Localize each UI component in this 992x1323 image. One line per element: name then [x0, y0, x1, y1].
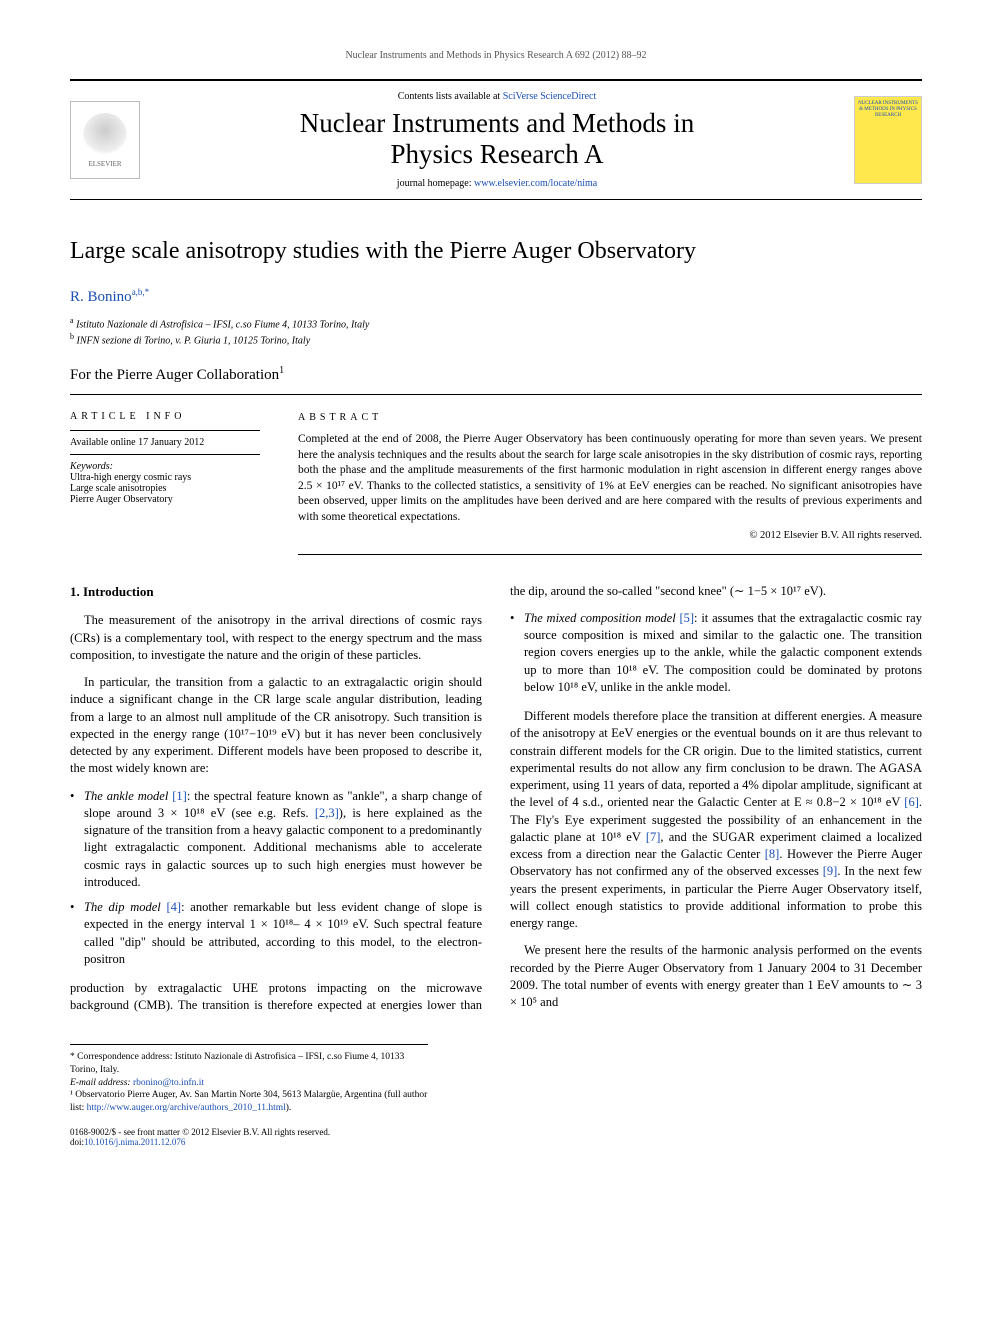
- footnote-1: ¹ Observatorio Pierre Auger, Av. San Mar…: [70, 1089, 428, 1115]
- abstract-text: Completed at the end of 2008, the Pierre…: [298, 432, 922, 525]
- para-text: Different models therefore place the tra…: [510, 709, 922, 809]
- homepage-prefix: journal homepage:: [397, 178, 474, 189]
- list-item: The dip model [4]: another remarkable bu…: [70, 899, 482, 968]
- footer-meta: 0168-9002/$ - see front matter © 2012 El…: [70, 1127, 922, 1147]
- model-name: The ankle model: [84, 789, 172, 803]
- contents-prefix: Contents lists available at: [398, 91, 503, 102]
- running-head: Nuclear Instruments and Methods in Physi…: [70, 50, 922, 61]
- affil-sup: a: [70, 316, 74, 325]
- elsevier-logo: ELSEVIER: [70, 101, 140, 179]
- author-line: R. Boninoa,b,*: [70, 287, 922, 306]
- journal-title: Nuclear Instruments and Methods in Physi…: [158, 108, 836, 170]
- available-online: Available online 17 January 2012: [70, 437, 260, 448]
- info-abstract-row: ARTICLE INFO Available online 17 January…: [70, 411, 922, 555]
- collaboration-text: For the Pierre Auger Collaboration: [70, 367, 279, 383]
- para: The measurement of the anisotropy in the…: [70, 612, 482, 664]
- affil-text: Istituto Nazionale di Astrofisica – IFSI…: [76, 319, 369, 330]
- abstract-copyright: © 2012 Elsevier B.V. All rights reserved…: [298, 529, 922, 543]
- divider: [70, 394, 922, 395]
- journal-cover-thumb: NUCLEAR INSTRUMENTS & METHODS IN PHYSICS…: [854, 96, 922, 184]
- email-line: E-mail address: rbonino@to.infn.it: [70, 1077, 428, 1090]
- model-list: The mixed composition model [5]: it assu…: [510, 610, 922, 696]
- footnotes: * Correspondence address: Istituto Nazio…: [70, 1044, 428, 1115]
- author-list-link[interactable]: http://www.auger.org/archive/authors_201…: [87, 1103, 286, 1113]
- affiliation-a: a Istituto Nazionale di Astrofisica – IF…: [70, 316, 922, 330]
- abstract: ABSTRACT Completed at the end of 2008, t…: [298, 411, 922, 555]
- abstract-head: ABSTRACT: [298, 411, 922, 425]
- ref-link[interactable]: [7]: [646, 830, 661, 844]
- doi-link[interactable]: 10.1016/j.nima.2011.12.076: [84, 1137, 185, 1147]
- homepage-link[interactable]: www.elsevier.com/locate/nima: [474, 178, 597, 189]
- journal-title-l2: Physics Research A: [391, 139, 604, 169]
- para: In particular, the transition from a gal…: [70, 674, 482, 778]
- article-info-head: ARTICLE INFO: [70, 411, 260, 422]
- journal-title-l1: Nuclear Instruments and Methods in: [300, 108, 694, 138]
- article-title: Large scale anisotropy studies with the …: [70, 238, 922, 265]
- divider: [298, 554, 922, 555]
- masthead: ELSEVIER Contents lists available at Sci…: [70, 79, 922, 200]
- contents-line: Contents lists available at SciVerse Sci…: [158, 91, 836, 102]
- article-info: ARTICLE INFO Available online 17 January…: [70, 411, 260, 555]
- para: We present here the results of the harmo…: [510, 942, 922, 1011]
- divider: [70, 430, 260, 431]
- keyword: Pierre Auger Observatory: [70, 494, 260, 505]
- doi-label: doi:: [70, 1137, 84, 1147]
- issn-line: 0168-9002/$ - see front matter © 2012 El…: [70, 1127, 922, 1137]
- affiliation-b: b INFN sezione di Torino, v. P. Giuria 1…: [70, 332, 922, 346]
- ref-link[interactable]: [2,3]: [315, 806, 339, 820]
- ref-link[interactable]: [4]: [167, 900, 182, 914]
- ref-link[interactable]: [1]: [172, 789, 187, 803]
- collaboration-line: For the Pierre Auger Collaboration1: [70, 365, 922, 384]
- keyword: Large scale anisotropies: [70, 483, 260, 494]
- elsevier-label: ELSEVIER: [88, 160, 121, 168]
- section-1-head: 1. Introduction: [70, 583, 482, 601]
- author-name[interactable]: R. Bonino: [70, 289, 132, 305]
- keyword: Ultra-high energy cosmic rays: [70, 472, 260, 483]
- ref-link[interactable]: [9]: [823, 864, 838, 878]
- list-item: The ankle model [1]: the spectral featur…: [70, 788, 482, 892]
- ref-link[interactable]: [6]: [904, 795, 919, 809]
- keywords-head: Keywords:: [70, 461, 260, 472]
- masthead-center: Contents lists available at SciVerse Sci…: [158, 91, 836, 189]
- model-list: The ankle model [1]: the spectral featur…: [70, 788, 482, 969]
- author-affil-marks: a,b,*: [132, 287, 150, 297]
- article-body: 1. Introduction The measurement of the a…: [70, 583, 922, 1018]
- sciencedirect-link[interactable]: SciVerse ScienceDirect: [503, 91, 597, 102]
- footnote-text: ).: [286, 1103, 292, 1113]
- model-name: The mixed composition model: [524, 611, 679, 625]
- homepage-line: journal homepage: www.elsevier.com/locat…: [158, 178, 836, 189]
- para: Different models therefore place the tra…: [510, 708, 922, 932]
- ref-link[interactable]: [5]: [679, 611, 694, 625]
- affil-sup: b: [70, 332, 74, 341]
- elsevier-tree-icon: [83, 113, 127, 157]
- divider: [70, 454, 260, 455]
- doi-line: doi:10.1016/j.nima.2011.12.076: [70, 1137, 922, 1147]
- email-label: E-mail address:: [70, 1078, 133, 1088]
- ref-link[interactable]: [8]: [765, 847, 780, 861]
- email-link[interactable]: rbonino@to.infn.it: [133, 1078, 204, 1088]
- collab-sup: 1: [279, 365, 284, 376]
- affil-text: INFN sezione di Torino, v. P. Giuria 1, …: [77, 336, 311, 347]
- list-item: The mixed composition model [5]: it assu…: [510, 610, 922, 696]
- correspondence-note: * Correspondence address: Istituto Nazio…: [70, 1051, 428, 1077]
- model-name: The dip model: [84, 900, 167, 914]
